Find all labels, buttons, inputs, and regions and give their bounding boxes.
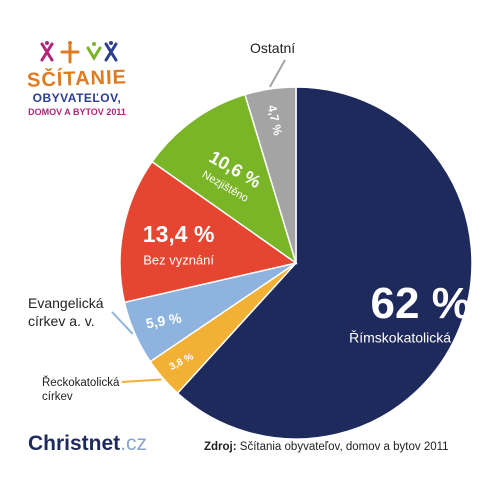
value-label-evangelicka-cirkev-a-v: 5,9 % <box>145 309 184 331</box>
pie-slice-ostatni <box>244 86 297 264</box>
label-evangelicka-line1: Evangelická <box>28 295 104 311</box>
logo-subtitle: OBYVATEĽOV, <box>32 91 122 105</box>
source-text: Sčítania obyvateľov, domov a bytov 2011 <box>236 441 449 453</box>
logo-year: DOMOV A BYTOV 2011 <box>28 107 126 117</box>
label-evangelicka: Evangelická církev a. v. <box>28 294 104 330</box>
slice-label-rimskokatolicka-cirkev: 62 %Římskokatolická církev <box>349 279 492 346</box>
label-reckokatolicka-line2: církev <box>42 391 73 403</box>
slice-label-evangelicka-cirkev-a-v: 5,9 % <box>145 309 184 331</box>
source-note: Zdroj: Sčítania obyvateľov, domov a byto… <box>204 441 449 453</box>
source-label: Zdroj: <box>204 441 237 453</box>
people-figures-icon <box>40 41 118 64</box>
brand-name: Christnet <box>28 432 121 455</box>
pie-slice-bez-vyznani <box>119 160 298 304</box>
value-label-bez-vyznani: 13,4 % <box>143 221 215 247</box>
value-label-rimskokatolicka-cirkev: 62 % <box>371 279 471 328</box>
leader-line-ostatni <box>269 59 286 88</box>
leader-line-evangelicka <box>111 311 134 335</box>
slice-label-bez-vyznani: 13,4 % Bez vyznání <box>143 221 215 268</box>
value-label-ostatni: 4,7 % <box>265 104 285 137</box>
label-reckokatolicka-line1: Řeckokatolická <box>42 377 120 389</box>
label-reckokatolicka: Řeckokatolická církev <box>42 376 119 404</box>
leader-line-reckokatolicka <box>121 378 162 383</box>
category-label-rimskokatolicka-cirkev: Římskokatolická církev <box>349 329 492 345</box>
brand-tld: .cz <box>120 432 148 455</box>
label-ostatni: Ostatní <box>250 40 296 56</box>
category-label-bez-vyznani: Bez vyznání <box>143 252 214 267</box>
slice-label-ostatni: 4,7 % <box>265 104 285 137</box>
logo-title: SČÍTANIE <box>26 66 128 92</box>
pie-slice-nezjisteno <box>151 93 298 265</box>
brand-logo[interactable]: Christnet.cz <box>28 432 147 456</box>
census-logo: SČÍTANIE OBYVATEĽOV, DOMOV A BYTOV 2011 <box>22 40 132 130</box>
pie-slice-rimskokatolicka-cirkev <box>176 86 473 440</box>
label-evangelicka-line2: církev a. v. <box>28 313 95 329</box>
